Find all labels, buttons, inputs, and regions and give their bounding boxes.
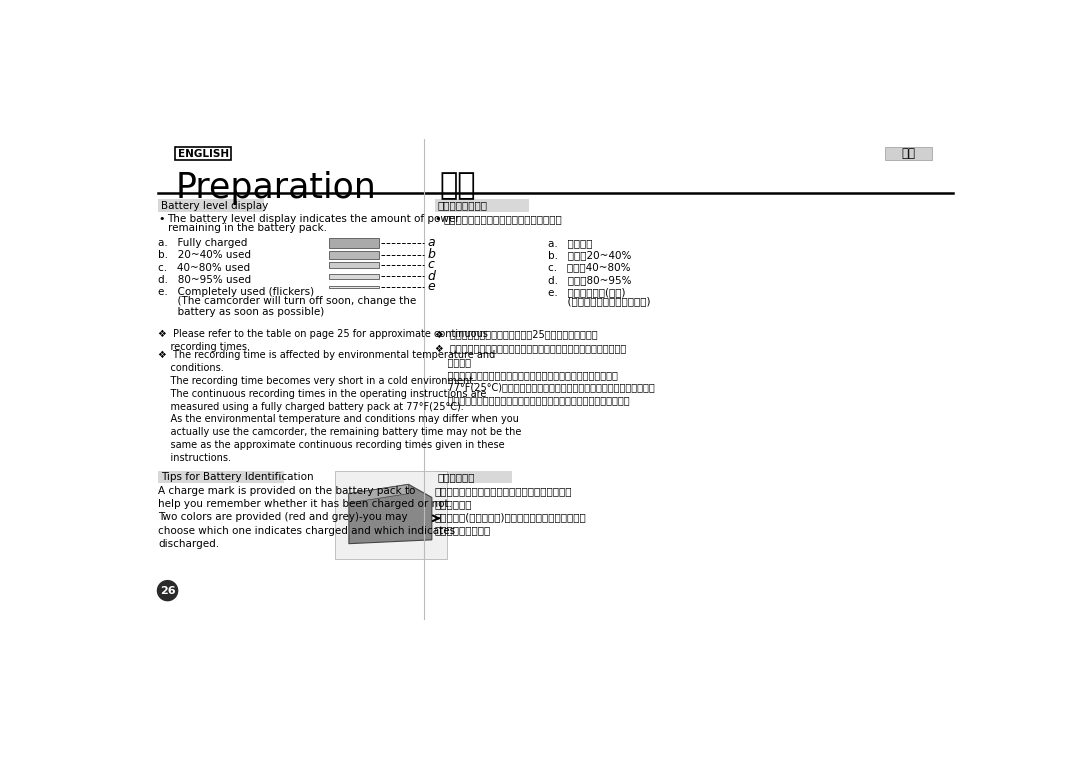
Text: The battery level display indicates the amount of power: The battery level display indicates the … bbox=[167, 214, 460, 224]
Bar bbox=[328, 274, 379, 279]
FancyBboxPatch shape bbox=[434, 471, 512, 483]
FancyBboxPatch shape bbox=[434, 199, 529, 212]
Text: •: • bbox=[434, 214, 441, 224]
Bar bbox=[328, 286, 379, 288]
FancyBboxPatch shape bbox=[159, 471, 284, 483]
Text: 26: 26 bbox=[160, 586, 175, 596]
Circle shape bbox=[158, 581, 177, 601]
Text: 電池電量題示標註可指示電池組的剩餘電量: 電池電量題示標註可指示電池組的剩餘電量 bbox=[444, 214, 563, 224]
Text: 準備: 準備 bbox=[440, 171, 476, 200]
Text: ❖  The recording time is affected by environmental temperature and
    condition: ❖ The recording time is affected by envi… bbox=[159, 351, 522, 463]
FancyBboxPatch shape bbox=[886, 147, 932, 160]
Text: A charge mark is provided on the battery pack to
help you remember whether it ha: A charge mark is provided on the battery… bbox=[159, 486, 456, 549]
Text: d.   已使用80~95%: d. 已使用80~95% bbox=[548, 275, 632, 285]
Text: b.   20~40% used: b. 20~40% used bbox=[159, 251, 252, 261]
Bar bbox=[328, 262, 379, 268]
FancyBboxPatch shape bbox=[159, 199, 265, 212]
Text: ❖  有關連續錄製的時間，請參見第25頁中近似的時間表。: ❖ 有關連續錄製的時間，請參見第25頁中近似的時間表。 bbox=[434, 329, 597, 339]
Text: (The camcorder will turn off soon, change the
      battery as soon as possible): (The camcorder will turn off soon, chang… bbox=[159, 296, 417, 317]
Text: Tips for Battery Identification: Tips for Battery Identification bbox=[161, 471, 314, 481]
Text: ❖  錄製時間受温度和環境條件的影響，在低溫環境下，拍攝時間將變得
    十分短。
    本使用說明書中的連續拍攝時間是在使用完全充飽電的電池，且在
   : ❖ 錄製時間受温度和環境條件的影響，在低溫環境下，拍攝時間將變得 十分短。 本使… bbox=[434, 345, 654, 406]
Text: d.   80~95% used: d. 80~95% used bbox=[159, 275, 252, 285]
Text: a: a bbox=[428, 237, 435, 250]
Text: e.   Completely used (flickers): e. Completely used (flickers) bbox=[159, 287, 314, 297]
Bar bbox=[328, 251, 379, 259]
Text: c: c bbox=[428, 258, 434, 271]
Text: a.   Fully charged: a. Fully charged bbox=[159, 238, 247, 248]
Text: 電池組上提供了充電標記別記，它可以讓您辨別是
否已經充電。
有兩種顏色(紅色和灰色)，您可以選擇任意一種作為已
充電或已電的標記。: 電池組上提供了充電標記別記，它可以讓您辨別是 否已經充電。 有兩種顏色(紅色和灰… bbox=[434, 486, 586, 536]
Text: ❖  Please refer to the table on page 25 for approximate continuous
    recording: ❖ Please refer to the table on page 25 f… bbox=[159, 329, 488, 351]
Text: 電池辨別方式: 電池辨別方式 bbox=[437, 471, 475, 481]
Text: b.   已使用20~40%: b. 已使用20~40% bbox=[548, 251, 631, 261]
FancyBboxPatch shape bbox=[175, 147, 231, 160]
Text: b: b bbox=[428, 248, 435, 261]
Text: (本機即將關閉，請盡快充電): (本機即將關閉，請盡快充電) bbox=[548, 296, 650, 306]
Text: Preparation: Preparation bbox=[175, 171, 376, 205]
Text: •: • bbox=[159, 214, 165, 224]
Text: ENGLISH: ENGLISH bbox=[177, 149, 229, 159]
Text: e.   電量完全用盡(閃爍): e. 電量完全用盡(閃爍) bbox=[548, 287, 625, 297]
Text: c.   40~80% used: c. 40~80% used bbox=[159, 263, 251, 273]
Text: remaining in the battery pack.: remaining in the battery pack. bbox=[167, 222, 326, 232]
Bar bbox=[328, 238, 379, 248]
Text: e: e bbox=[428, 280, 435, 293]
Text: c.   已使用40~80%: c. 已使用40~80% bbox=[548, 263, 631, 273]
Text: a.   已充飽電: a. 已充飽電 bbox=[548, 238, 592, 248]
Text: Battery level display: Battery level display bbox=[161, 201, 269, 211]
Text: d: d bbox=[428, 270, 435, 283]
Polygon shape bbox=[349, 484, 408, 503]
Polygon shape bbox=[349, 484, 432, 544]
Text: 電池電量題示標註: 電池電量題示標註 bbox=[437, 201, 488, 211]
Bar bbox=[335, 471, 447, 559]
Text: 臺灣: 臺灣 bbox=[902, 147, 916, 160]
